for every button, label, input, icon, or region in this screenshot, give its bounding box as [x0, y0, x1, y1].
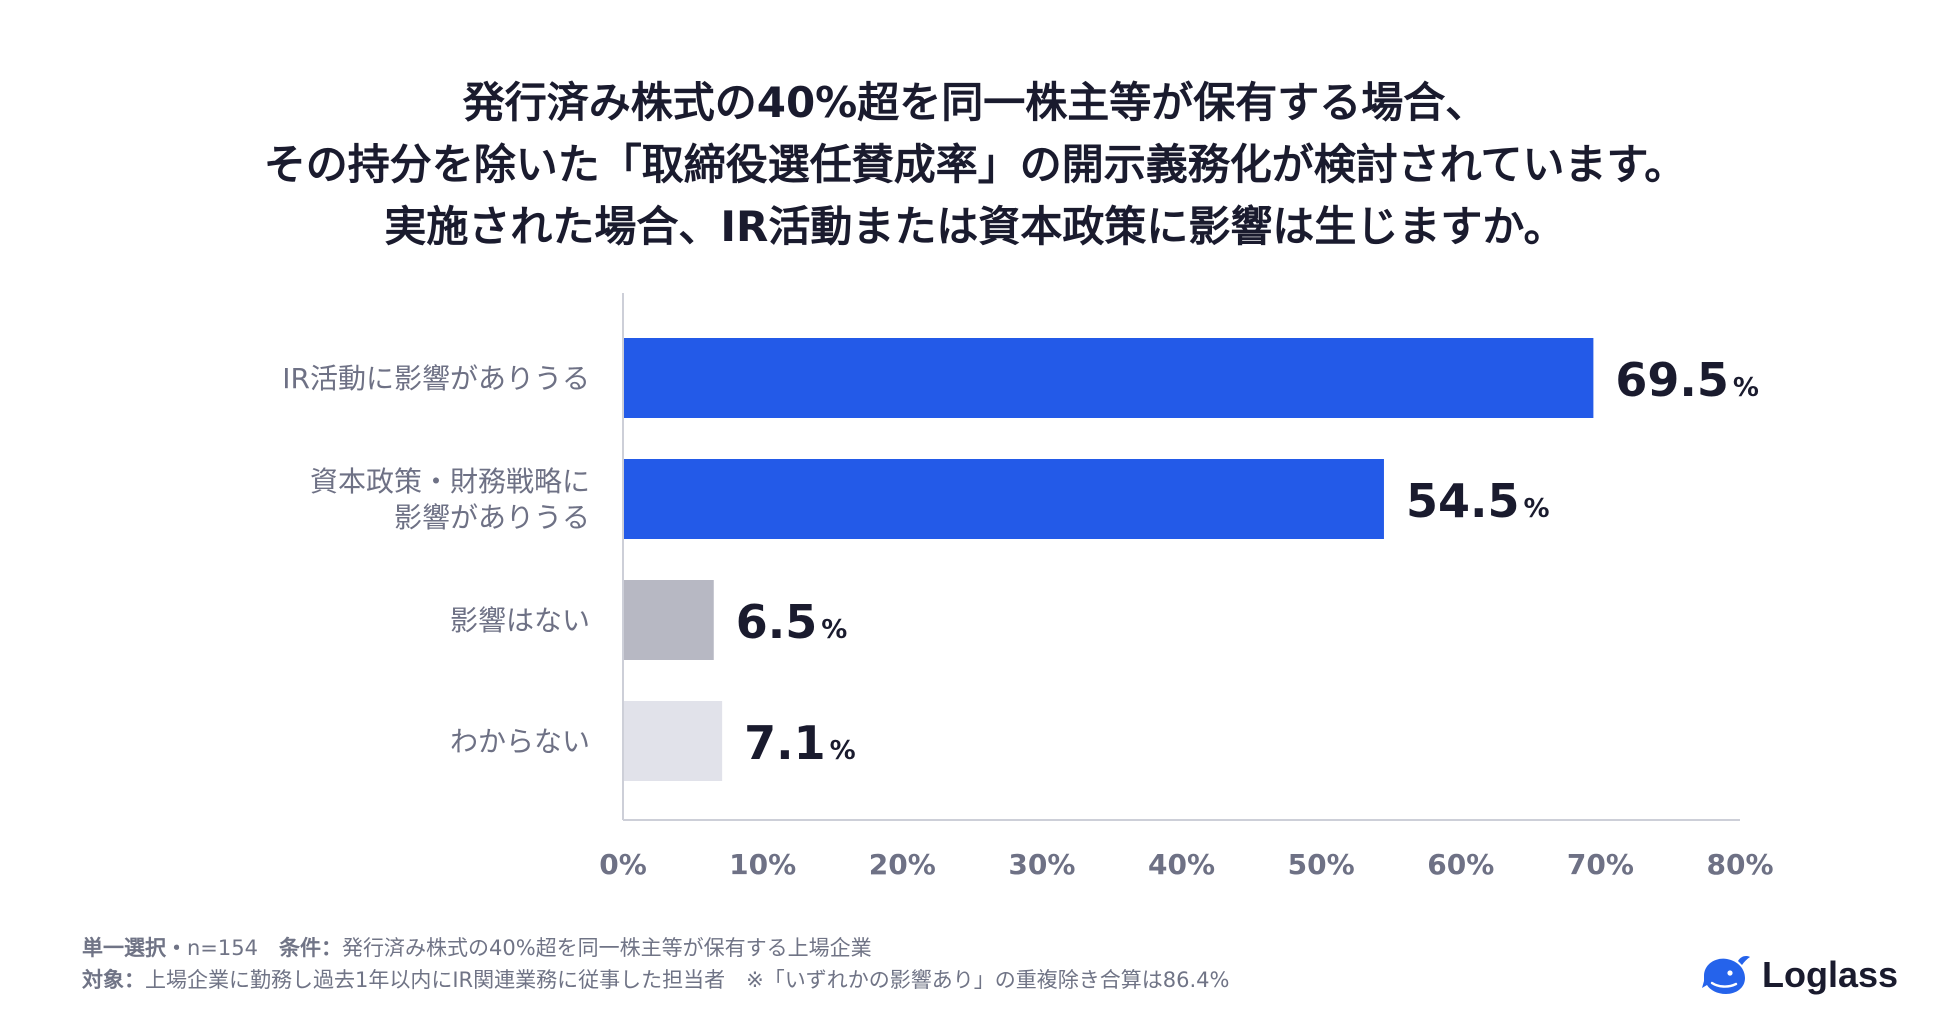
x-tick-label: 50%	[1288, 848, 1355, 881]
footnote-sample-size: n=154	[187, 936, 279, 960]
footnote-condition-label: 条件：	[279, 936, 342, 960]
category-label: 資本政策・財務戦略に	[310, 465, 590, 498]
logo-text: Loglass	[1762, 954, 1899, 995]
footnote-select-label: 単一選択・	[82, 936, 187, 960]
data-label: 6.5%	[736, 595, 848, 649]
category-label: 影響がありうる	[394, 501, 590, 534]
chart-title: 発行済み株式の40%超を同一株主等が保有する場合、 その持分を除いた「取締役選任…	[0, 72, 1950, 258]
x-tick-label: 10%	[729, 848, 796, 881]
bar-chart: 0% 10% 20% 30% 40% 50% 60% 70% 80% IR活動に影響がありうる 69…	[282, 293, 1774, 881]
footnote-line-1: 単一選択・n=154 条件：発行済み株式の40%超を同一株主等が保有する上場企業	[82, 932, 1229, 964]
x-tick-label: 30%	[1008, 848, 1075, 881]
whale-icon	[1702, 956, 1750, 994]
loglass-logo: Loglass	[1700, 952, 1898, 998]
x-tick-label: 80%	[1706, 848, 1773, 881]
bar	[624, 338, 1594, 418]
bar	[624, 701, 723, 781]
footnote-target: 上場企業に勤務し過去1年以内にIR関連業務に従事した担当者 ※「いずれかの影響あ…	[145, 968, 1230, 992]
x-tick-label: 0%	[599, 848, 647, 881]
x-tick-label: 40%	[1148, 848, 1215, 881]
data-label: 54.5%	[1406, 474, 1550, 528]
category-label: 影響はない	[450, 604, 590, 637]
category-label: わからない	[450, 725, 590, 758]
title-line-1: 発行済み株式の40%超を同一株主等が保有する場合、	[462, 78, 1488, 127]
footnote: 単一選択・n=154 条件：発行済み株式の40%超を同一株主等が保有する上場企業…	[82, 932, 1229, 996]
category-label: IR活動に影響がありうる	[282, 362, 590, 395]
x-tick-label: 70%	[1567, 848, 1634, 881]
x-tick-label: 20%	[869, 848, 936, 881]
title-line-3: 実施された場合、IR活動または資本政策に影響は生じますか。	[384, 202, 1566, 251]
x-tick-label: 60%	[1427, 848, 1494, 881]
title-line-2: その持分を除いた「取締役選任賛成率」の開示義務化が検討されています。	[263, 140, 1687, 189]
bar	[624, 580, 714, 660]
footnote-condition: 発行済み株式の40%超を同一株主等が保有する上場企業	[342, 936, 872, 960]
data-label: 7.1%	[744, 716, 856, 770]
footnote-line-2: 対象：上場企業に勤務し過去1年以内にIR関連業務に従事した担当者 ※「いずれかの…	[82, 964, 1229, 996]
bar	[624, 459, 1384, 539]
footnote-target-label: 対象：	[82, 968, 145, 992]
data-label: 69.5%	[1615, 353, 1759, 407]
